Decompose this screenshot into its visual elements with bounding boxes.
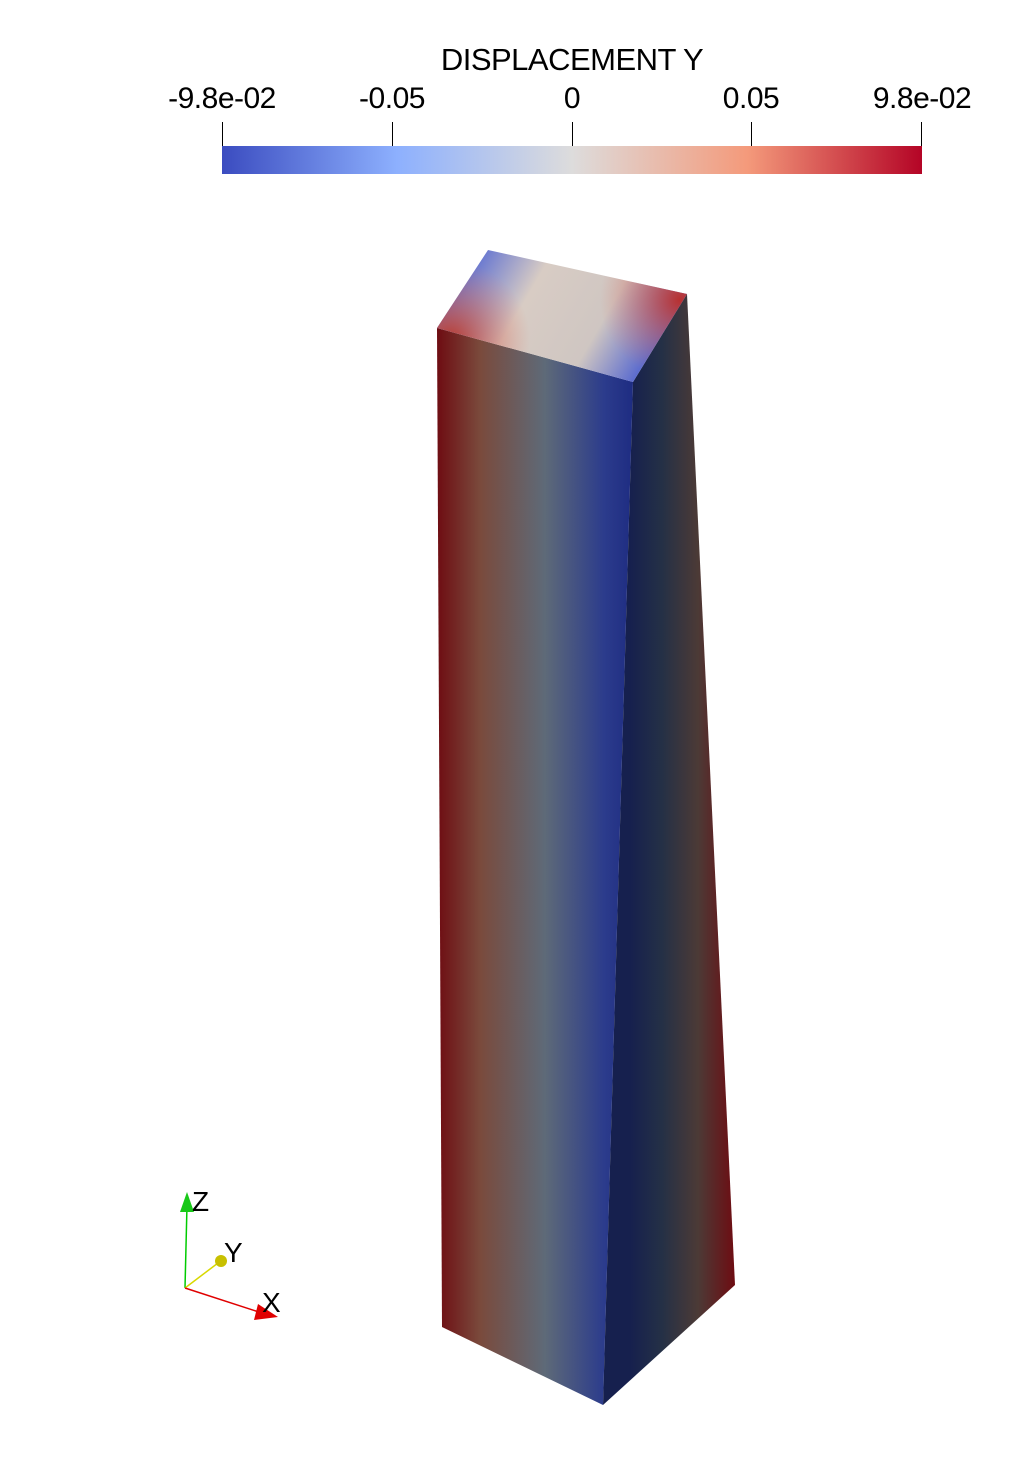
beam-side-face bbox=[603, 294, 735, 1405]
y-axis-line bbox=[184, 1262, 219, 1289]
colorbar-tick-label-0: -9.8e-02 bbox=[168, 82, 276, 115]
x-axis-arrow-icon bbox=[254, 1304, 278, 1320]
colorbar-tick bbox=[751, 122, 752, 146]
y-axis-arrow-icon bbox=[215, 1255, 227, 1267]
x-axis-label: X bbox=[262, 1287, 281, 1318]
beam-top-face-shade bbox=[437, 250, 687, 382]
x-axis-line bbox=[184, 1287, 263, 1314]
colorbar-tick-label-1: -0.05 bbox=[359, 82, 425, 115]
colorbar-tick-label-2: 0 bbox=[563, 82, 581, 115]
colorbar-tick-label-4: 9.8e-02 bbox=[872, 82, 972, 115]
colorbar-tick bbox=[392, 122, 393, 146]
colorbar-title: DISPLACEMENT Y bbox=[440, 42, 704, 77]
colorbar-tick bbox=[222, 122, 223, 146]
orientation-axes: Z Y X bbox=[180, 1186, 281, 1320]
y-axis-label: Y bbox=[224, 1237, 243, 1268]
z-axis-label: Z bbox=[192, 1186, 209, 1217]
colorbar-tick bbox=[921, 122, 922, 146]
z-axis-line bbox=[184, 1204, 188, 1289]
colorbar-tick-label-3: 0.05 bbox=[722, 82, 780, 115]
beam-front-face bbox=[437, 328, 633, 1405]
z-axis-arrow-icon bbox=[180, 1192, 194, 1212]
colorbar-gradient bbox=[222, 146, 922, 174]
colorbar-tick bbox=[572, 122, 573, 146]
